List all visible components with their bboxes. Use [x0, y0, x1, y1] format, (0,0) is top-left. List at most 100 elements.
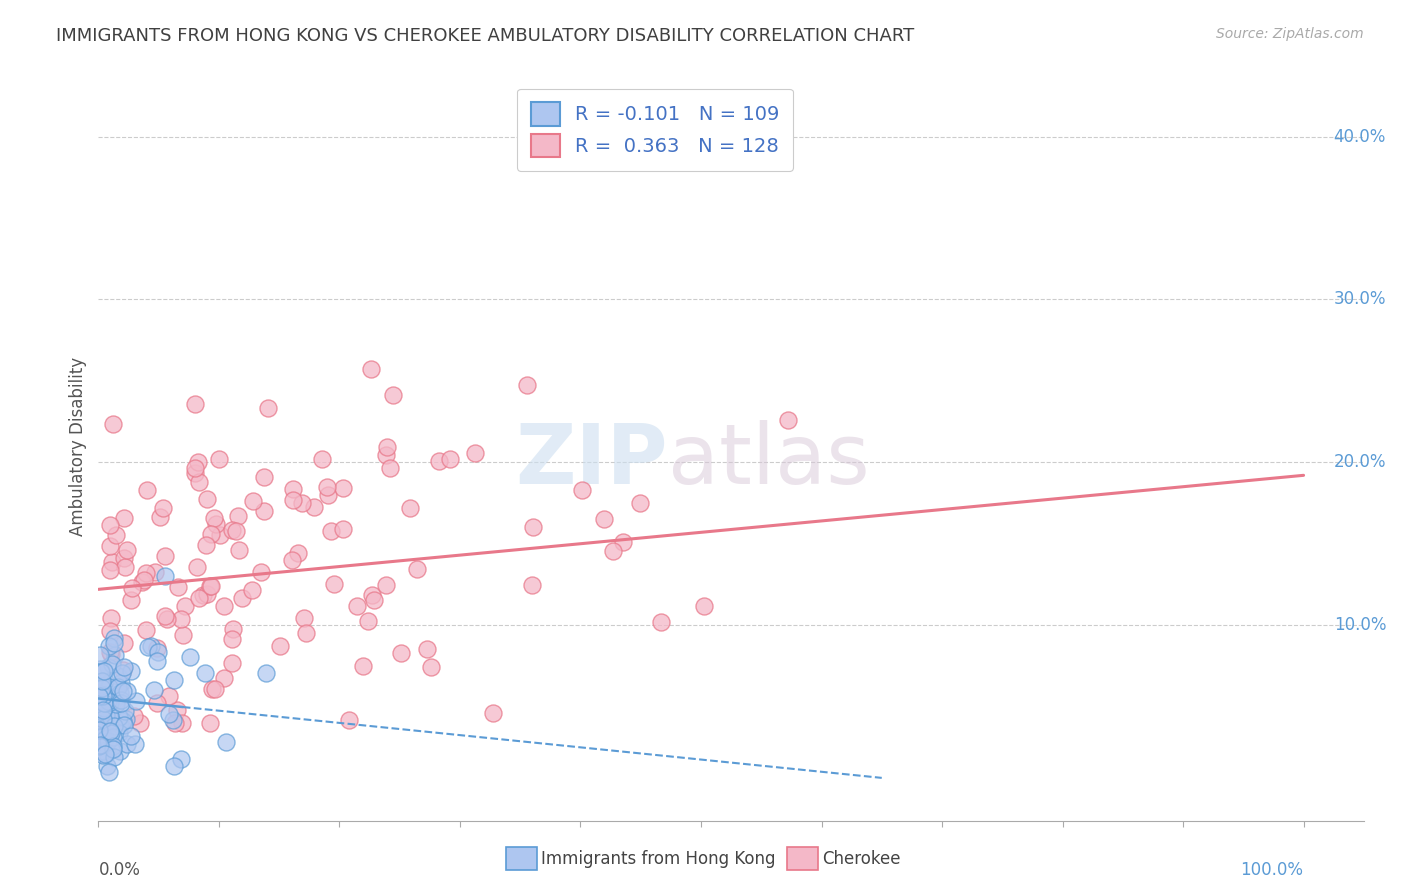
Point [121, 581, 143, 595]
Point [287, 546, 309, 560]
Point [103, 631, 125, 645]
Point [103, 719, 125, 733]
Point [94, 700, 117, 714]
Point [101, 739, 124, 753]
Point [108, 710, 131, 724]
Point [429, 454, 451, 468]
Point [101, 657, 124, 672]
Point [104, 698, 127, 712]
Point [120, 729, 142, 743]
Point [115, 713, 138, 727]
Point [200, 579, 222, 593]
Point [231, 591, 253, 606]
Point [101, 555, 124, 569]
Point [91, 695, 114, 709]
Point [281, 553, 304, 567]
Point [89, 713, 111, 727]
Point [337, 713, 360, 727]
Point [200, 527, 222, 541]
Point [111, 666, 134, 681]
Point [163, 673, 186, 687]
Point [94, 731, 117, 746]
Point [332, 523, 354, 537]
Point [167, 581, 190, 595]
Point [115, 543, 138, 558]
Point [269, 639, 291, 653]
Point [221, 632, 243, 647]
Point [184, 397, 207, 411]
Point [201, 681, 224, 696]
Point [120, 592, 142, 607]
Point [416, 642, 439, 657]
Point [100, 715, 122, 730]
Point [209, 527, 232, 541]
Point [163, 715, 186, 730]
Point [89, 662, 111, 676]
Point [89, 692, 111, 706]
Point [125, 694, 148, 708]
Point [143, 683, 166, 698]
Text: 100.0%: 100.0% [1240, 862, 1303, 880]
Point [153, 609, 176, 624]
Point [256, 401, 278, 415]
Point [114, 704, 136, 718]
Point [170, 715, 193, 730]
Point [179, 649, 201, 664]
Point [93, 688, 115, 702]
Point [112, 636, 135, 650]
Point [110, 692, 132, 706]
Point [98, 693, 121, 707]
Point [290, 496, 312, 510]
Point [693, 599, 716, 614]
Point [98, 708, 121, 723]
Point [149, 509, 172, 524]
Point [89, 739, 111, 753]
Point [202, 511, 225, 525]
Point [103, 750, 125, 764]
Point [197, 587, 219, 601]
Point [152, 500, 174, 515]
Point [124, 708, 146, 723]
Point [91, 712, 114, 726]
Point [311, 451, 333, 466]
Point [89, 648, 111, 662]
Point [112, 510, 135, 524]
Text: 20.0%: 20.0% [1334, 453, 1386, 471]
Point [143, 566, 166, 580]
Point [107, 669, 129, 683]
Point [108, 686, 131, 700]
Point [360, 362, 382, 376]
Point [98, 680, 121, 694]
Point [93, 700, 115, 714]
Point [155, 612, 177, 626]
Point [135, 566, 157, 580]
Point [375, 449, 398, 463]
Point [94, 674, 117, 689]
Point [650, 615, 672, 630]
Text: Cherokee: Cherokee [823, 849, 901, 868]
Point [90, 715, 112, 730]
Point [146, 645, 169, 659]
Point [204, 516, 226, 531]
Point [464, 446, 486, 460]
Point [97, 694, 120, 708]
Point [136, 640, 159, 654]
Point [212, 671, 235, 685]
Point [295, 625, 318, 640]
Point [520, 578, 543, 592]
Point [628, 496, 651, 510]
Point [100, 563, 122, 577]
Point [91, 744, 114, 758]
Point [361, 588, 384, 602]
Point [322, 577, 344, 591]
Point [378, 461, 401, 475]
Point [108, 744, 131, 758]
Point [131, 575, 153, 590]
Point [93, 696, 115, 710]
Point [281, 482, 304, 496]
Point [389, 646, 412, 660]
Point [112, 659, 135, 673]
Point [134, 573, 156, 587]
Point [112, 717, 135, 731]
Point [146, 654, 169, 668]
